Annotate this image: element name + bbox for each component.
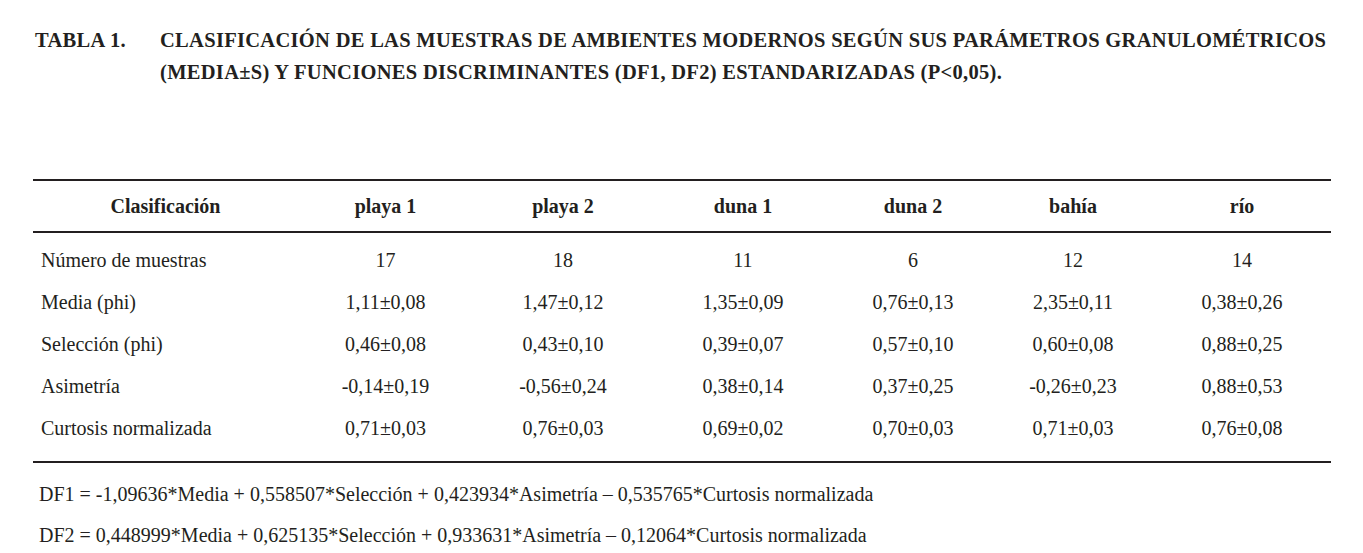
caption-title-text: CLASIFICACIÓN DE LAS MUESTRAS DE AMBIENT… (160, 24, 1332, 88)
data-cell: 0,60±0,08 (993, 323, 1153, 365)
data-cell: 17 (298, 232, 473, 281)
data-cell: 0,71±0,03 (993, 407, 1153, 462)
data-cell: 0,69±0,02 (653, 407, 833, 462)
header-cell-duna1: duna 1 (653, 180, 833, 232)
table-row: Media (phi) 1,11±0,08 1,47±0,12 1,35±0,0… (33, 281, 1331, 323)
table-row: Curtosis normalizada 0,71±0,03 0,76±0,03… (33, 407, 1331, 462)
data-cell: 0,39±0,07 (653, 323, 833, 365)
data-cell: -0,26±0,23 (993, 365, 1153, 407)
granulometry-table: Clasificación playa 1 playa 2 duna 1 dun… (33, 179, 1331, 463)
header-row: Clasificación playa 1 playa 2 duna 1 dun… (33, 180, 1331, 232)
header-cell-playa1: playa 1 (298, 180, 473, 232)
header-cell-rio: río (1153, 180, 1331, 232)
data-cell: 1,35±0,09 (653, 281, 833, 323)
data-cell: 14 (1153, 232, 1331, 281)
data-cell: 0,57±0,10 (833, 323, 993, 365)
paper-table-page: TABLA 1. CLASIFICACIÓN DE LAS MUESTRAS D… (0, 24, 1363, 553)
data-cell: -0,56±0,24 (473, 365, 653, 407)
data-cell: 18 (473, 232, 653, 281)
table-row: Asimetría -0,14±0,19 -0,56±0,24 0,38±0,1… (33, 365, 1331, 407)
footnote-df1: DF1 = -1,09636*Media + 0,558507*Selecció… (33, 474, 1331, 515)
header-cell-clasificacion: Clasificación (33, 180, 298, 232)
table-row: Selección (phi) 0,46±0,08 0,43±0,10 0,39… (33, 323, 1331, 365)
row-label: Selección (phi) (33, 323, 298, 365)
data-cell: 0,71±0,03 (298, 407, 473, 462)
footnote-df2: DF2 = 0,448999*Media + 0,625135*Selecció… (33, 515, 1331, 553)
data-cell: 1,11±0,08 (298, 281, 473, 323)
data-cell: 6 (833, 232, 993, 281)
footnotes-section: DF1 = -1,09636*Media + 0,558507*Selecció… (33, 466, 1331, 553)
header-cell-playa2: playa 2 (473, 180, 653, 232)
data-cell: 1,47±0,12 (473, 281, 653, 323)
row-label: Curtosis normalizada (33, 407, 298, 462)
row-label: Asimetría (33, 365, 298, 407)
data-cell: 0,70±0,03 (833, 407, 993, 462)
header-cell-duna2: duna 2 (833, 180, 993, 232)
caption-number-label: TABLA 1. (35, 24, 160, 56)
data-cell: 2,35±0,11 (993, 281, 1153, 323)
data-cell: 0,37±0,25 (833, 365, 993, 407)
table-row: Número de muestras 17 18 11 6 12 14 (33, 232, 1331, 281)
data-cell: 0,46±0,08 (298, 323, 473, 365)
header-cell-bahia: bahía (993, 180, 1153, 232)
data-cell: 0,76±0,13 (833, 281, 993, 323)
data-cell: 0,76±0,08 (1153, 407, 1331, 462)
data-cell: 0,38±0,26 (1153, 281, 1331, 323)
data-cell: 12 (993, 232, 1153, 281)
data-cell: -0,14±0,19 (298, 365, 473, 407)
row-label: Número de muestras (33, 232, 298, 281)
data-cell: 11 (653, 232, 833, 281)
data-cell: 0,38±0,14 (653, 365, 833, 407)
data-cell: 0,43±0,10 (473, 323, 653, 365)
data-cell: 0,76±0,03 (473, 407, 653, 462)
data-cell: 0,88±0,53 (1153, 365, 1331, 407)
table-caption: TABLA 1. CLASIFICACIÓN DE LAS MUESTRAS D… (35, 24, 1333, 88)
data-cell: 0,88±0,25 (1153, 323, 1331, 365)
table-container: Clasificación playa 1 playa 2 duna 1 dun… (33, 179, 1331, 463)
row-label: Media (phi) (33, 281, 298, 323)
